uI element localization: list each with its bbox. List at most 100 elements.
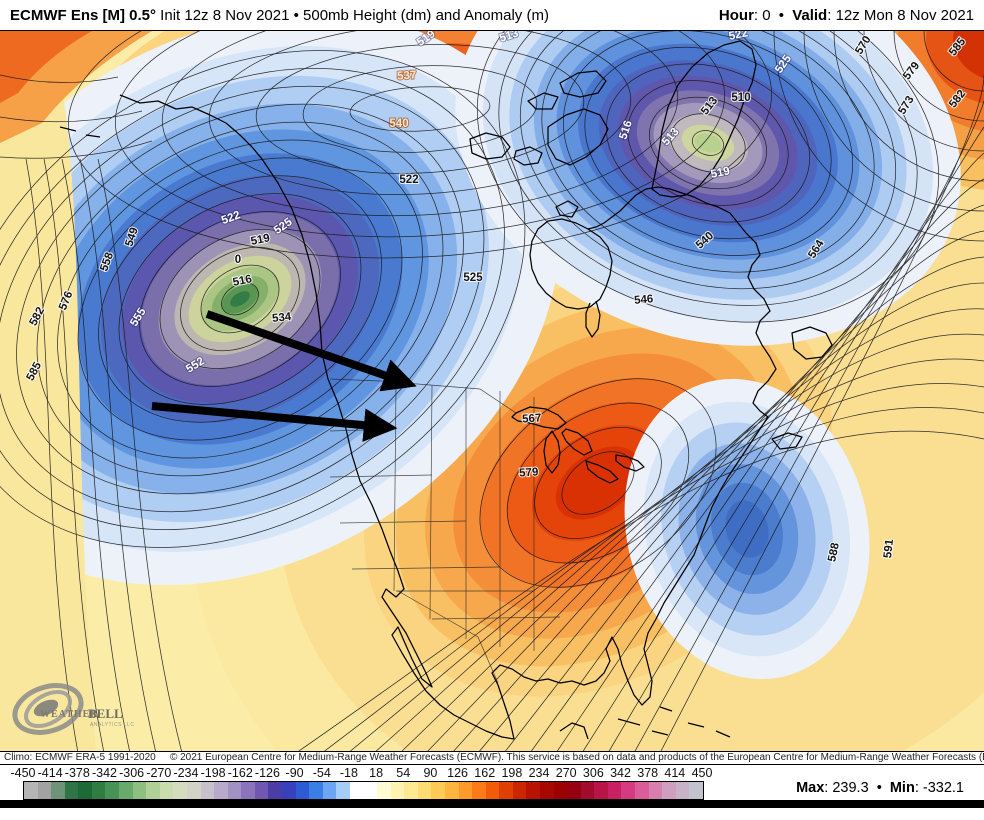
attribution-bar: Climo: ECMWF ERA-5 1991-2020 © 2021 Euro…: [0, 752, 984, 765]
contour-label: 567: [522, 412, 542, 425]
colorbar-tick: -414: [37, 766, 63, 780]
colorbar-cell: [539, 782, 554, 799]
colorbar-cell: [472, 782, 486, 799]
colorbar-cell: [37, 782, 52, 799]
header-bar: ECMWF Ens [M] 0.5° Init 12z 8 Nov 2021 •…: [0, 0, 984, 30]
colorbar-cell: [390, 782, 405, 799]
contour-label: 516: [232, 273, 253, 289]
annotation-arrows: [151, 310, 417, 442]
annotation-arrow: [151, 402, 398, 442]
colorbar-tick: -378: [64, 766, 90, 780]
colorbar: [23, 781, 704, 800]
colorbar-cell: [159, 782, 174, 799]
anomaly-band: [555, 446, 641, 520]
colorbar-cell: [254, 782, 269, 799]
colorbar-cell: [24, 782, 38, 799]
colorbar-tick: 234: [528, 766, 550, 780]
colorbar-cell: [227, 782, 242, 799]
contour-label: 0: [235, 254, 241, 266]
colorbar-cell: [377, 782, 391, 799]
logo-subtext: ANALYTICS LLC: [90, 722, 134, 728]
colorbar-tick: -234: [173, 766, 199, 780]
colorbar-cell: [635, 782, 649, 799]
init-info: Init 12z 8 Nov 2021 • 500mb Height (dm) …: [156, 6, 549, 24]
colorbar-tick: 198: [501, 766, 523, 780]
colorbar-cell: [309, 782, 323, 799]
colorbar-cell: [499, 782, 513, 799]
valid-info: Hour: 0 • Valid: 12z Mon 8 Nov 2021: [718, 6, 974, 24]
colorbar-tick: -90: [285, 766, 304, 780]
bullet: •: [778, 6, 785, 24]
copyright-note: © 2021 European Centre for Medium-Range …: [169, 752, 984, 763]
anomaly-band: [953, 31, 984, 79]
colorbar-cell: [105, 782, 120, 799]
colorbar-tick: 378: [637, 766, 659, 780]
colorbar-cell: [173, 782, 187, 799]
colorbar-cell: [485, 782, 500, 799]
colorbar-cell: [431, 782, 445, 799]
colorbar-cell: [607, 782, 622, 799]
colorbar-cell: [119, 782, 133, 799]
colorbar-tick: -126: [254, 766, 280, 780]
colorbar-cell: [675, 782, 690, 799]
max-value: 239.3: [832, 780, 869, 796]
colorbar-tick: 126: [447, 766, 468, 780]
colorbar-tick: -306: [119, 766, 145, 780]
colorbar-cell: [349, 782, 364, 799]
colorbar-cell: [64, 782, 79, 799]
colorbar-cell: [268, 782, 282, 799]
colorbar-cell: [444, 782, 459, 799]
colorbar-cell: [51, 782, 65, 799]
colorbar-tick: 414: [664, 766, 686, 780]
colorbar-tick: 162: [474, 766, 496, 780]
map-title: ECMWF Ens [M] 0.5° Init 12z 8 Nov 2021 •…: [10, 7, 549, 24]
colorbar-tick: -270: [146, 766, 172, 780]
contour-label: 579: [519, 466, 539, 479]
colorbar-tick: 90: [423, 766, 438, 780]
colorbar-cell: [241, 782, 255, 799]
colorbar-tick: 18: [369, 766, 384, 780]
colorbar-cell: [281, 782, 296, 799]
logo-text-weather: WEATHER: [40, 709, 99, 720]
colorbar-cell: [322, 782, 337, 799]
colorbar-cell: [512, 782, 527, 799]
annotation-arrow: [205, 310, 417, 392]
colorbar-cell: [458, 782, 473, 799]
colorbar-cell: [594, 782, 608, 799]
state-borders: [329, 378, 561, 684]
colorbar-cell: [78, 782, 92, 799]
climo-note: Climo: ECMWF ERA-5 1991-2020: [4, 752, 156, 763]
colorbar-cell: [200, 782, 215, 799]
colorbar-cell: [417, 782, 432, 799]
colorbar-cell: [580, 782, 595, 799]
valid-label: Valid: [792, 6, 828, 24]
colorbar-tick: 450: [691, 766, 713, 780]
colorbar-cell: [336, 782, 350, 799]
colorbar-tick: -342: [91, 766, 117, 780]
colorbar-tick: 270: [555, 766, 577, 780]
min-label: Min: [889, 780, 915, 796]
weather-map-svg: 522 5255190516534549558576582585555552537…: [0, 31, 984, 751]
colorbar-cell: [295, 782, 310, 799]
colorbar-cell: [553, 782, 568, 799]
colorbar-cell: [132, 782, 147, 799]
extremes-readout: Max: 239.3 • Min: -332.1: [796, 780, 964, 796]
colorbar-tick: -162: [227, 766, 253, 780]
hour-label: Hour: [718, 6, 754, 24]
coastlines: [59, 40, 833, 740]
colorbar-tick-labels: -450 -414 -378 -342 -306 -270 -234 -198 -162 -126…: [0, 766, 984, 780]
colorbar-cell: [404, 782, 418, 799]
contour-label: 519: [710, 165, 731, 181]
max-label: Max: [796, 780, 825, 796]
anomaly-band: [694, 133, 722, 153]
colorbar-cell: [91, 782, 106, 799]
colorbar-cell: [363, 782, 378, 799]
min-value: -332.1: [922, 780, 964, 796]
contour-label: 510: [731, 92, 750, 104]
colorbar-cell: [662, 782, 676, 799]
colorbar-cell: [146, 782, 160, 799]
bottom-black-strip: [0, 800, 984, 808]
contour-label: 525: [463, 272, 483, 284]
